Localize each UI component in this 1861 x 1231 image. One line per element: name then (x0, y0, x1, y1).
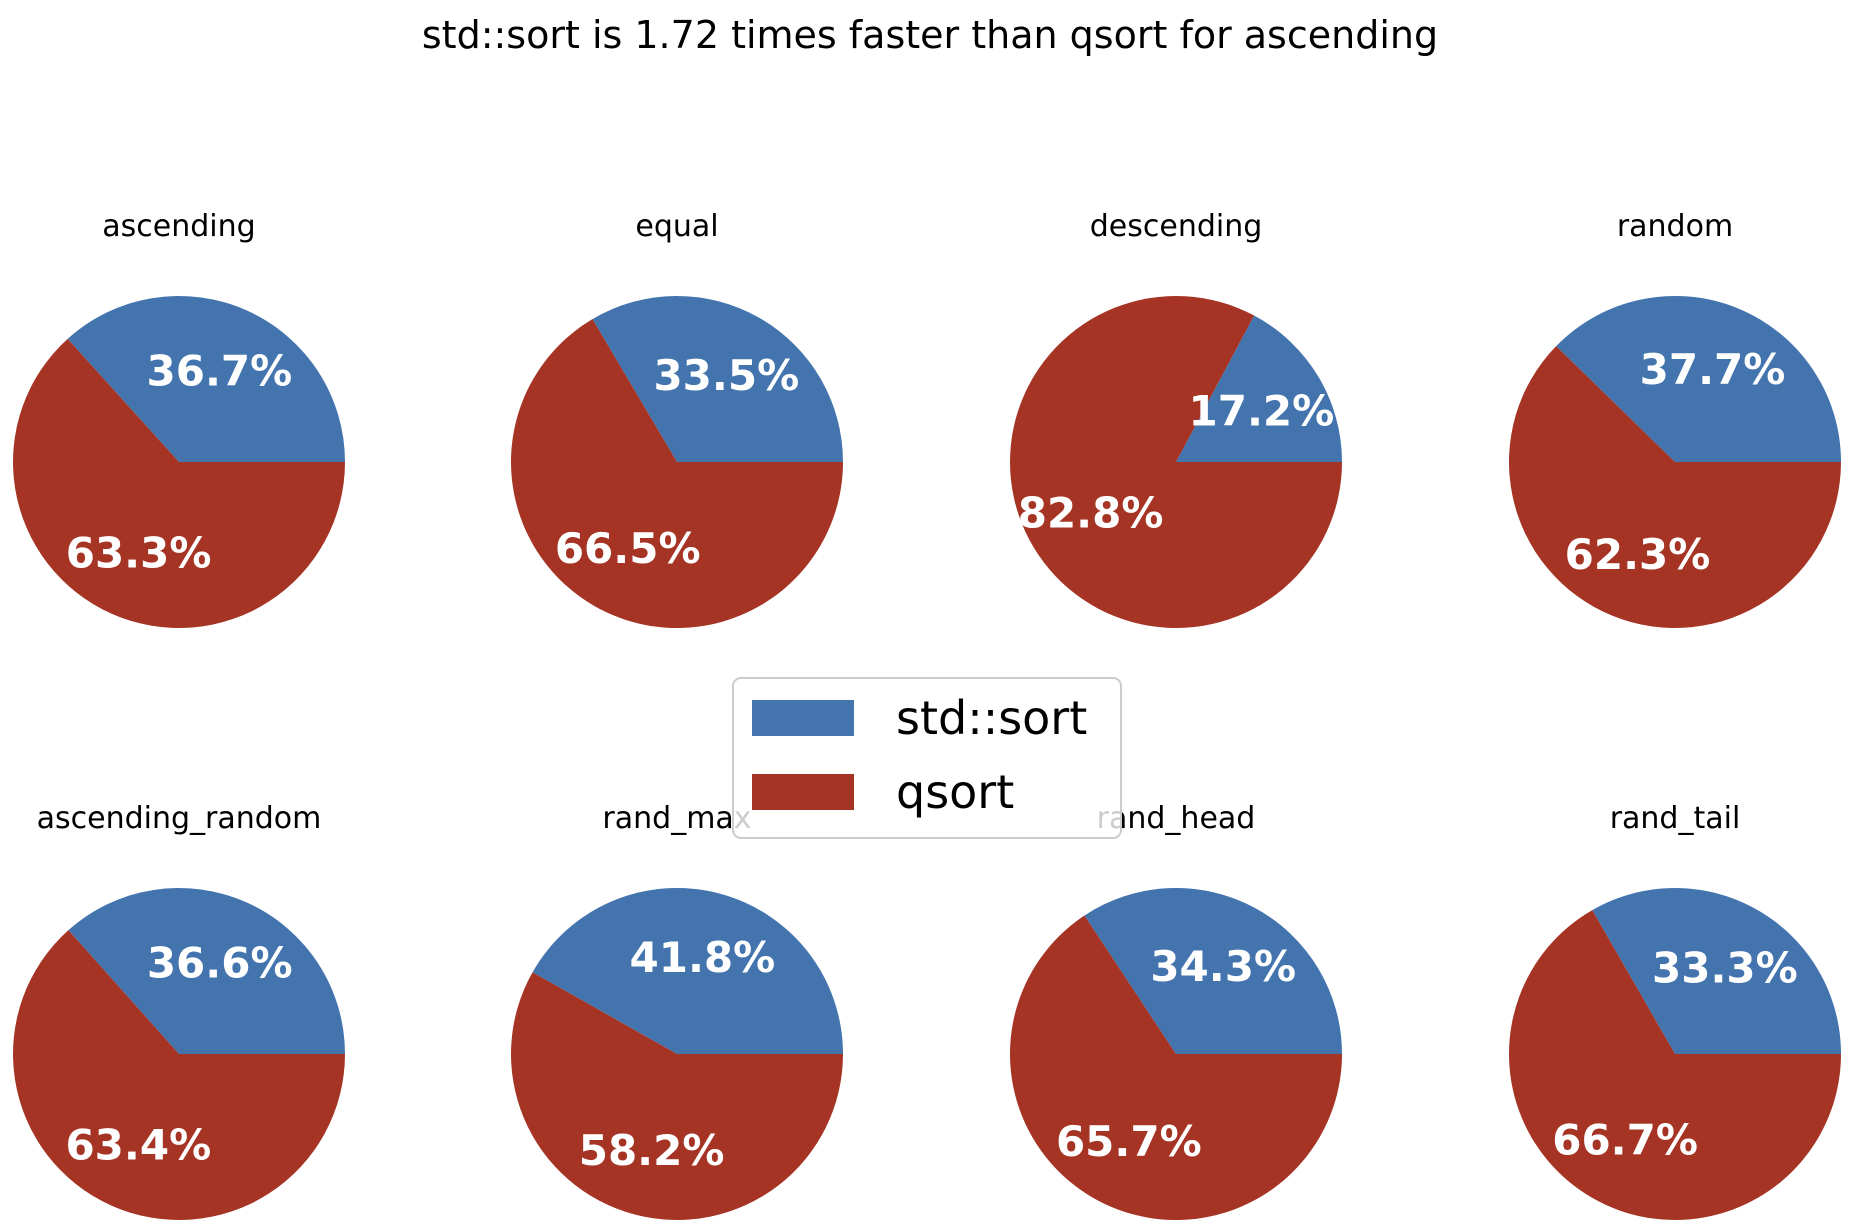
pie-title-rand-max: rand_max (602, 801, 751, 836)
wedge-ascending-random-std-sort (68, 887, 345, 1054)
pie-rand-head: rand_head 34.3% 65.7% (1010, 801, 1342, 1220)
chart-title: std::sort is 1.72 times faster than qsor… (422, 13, 1438, 57)
pie-rand-max: rand_max 41.8% 58.2% (511, 801, 843, 1221)
pct-label-rand-tail-std-sort: 33.3% (1652, 943, 1798, 992)
pie-random: random 37.7% 62.3% (1508, 209, 1841, 628)
wedge-ascending-std-sort (67, 296, 346, 462)
wedge-rand-tail-qsort (1508, 910, 1841, 1221)
wedge-random-qsort (1508, 346, 1841, 628)
pct-label-rand-head-qsort: 65.7% (1056, 1117, 1202, 1166)
pct-label-descending-qsort: 82.8% (1018, 489, 1164, 538)
wedge-descending-qsort (1010, 295, 1342, 628)
pct-label-equal-qsort: 66.5% (555, 524, 701, 573)
pie-ascending: ascending 36.7% 63.3% (12, 209, 346, 629)
pct-label-descending-std-sort: 17.2% (1189, 386, 1335, 435)
pct-label-ascending-random-std-sort: 36.6% (147, 939, 293, 988)
pie-title-equal: equal (635, 209, 718, 244)
pct-label-rand-max-qsort: 58.2% (579, 1126, 725, 1175)
pie-rand-tail: rand_tail 33.3% 66.7% (1508, 801, 1841, 1221)
wedge-ascending-random-qsort (12, 930, 346, 1220)
wedge-ascending-qsort (12, 338, 345, 629)
pct-label-ascending-random-qsort: 63.4% (65, 1120, 211, 1169)
legend-swatch-qsort (752, 774, 854, 810)
wedge-equal-std-sort (592, 296, 843, 462)
pie-title-ascending-random: ascending_random (37, 801, 322, 836)
pie-ascending-random: ascending_random 36.6% 63.4% (12, 801, 346, 1220)
wedge-rand-max-std-sort (532, 888, 843, 1054)
legend-swatch-std-sort (752, 700, 854, 736)
wedge-descending-std-sort (1176, 315, 1342, 462)
pie-title-descending: descending (1090, 209, 1263, 244)
pct-label-rand-head-std-sort: 34.3% (1150, 942, 1296, 991)
pct-label-ascending-qsort: 63.3% (66, 529, 212, 578)
pie-descending: descending 17.2% 82.8% (1010, 209, 1342, 628)
pie-equal: equal 33.5% 66.5% (510, 209, 843, 629)
wedge-rand-max-qsort (511, 972, 843, 1221)
pie-title-rand-head: rand_head (1097, 801, 1256, 836)
wedge-rand-head-std-sort (1084, 887, 1342, 1054)
wedge-random-std-sort (1556, 295, 1841, 462)
legend-label-qsort: qsort (896, 765, 1014, 819)
pie-title-random: random (1617, 209, 1733, 244)
pct-label-rand-tail-qsort: 66.7% (1552, 1116, 1698, 1165)
pie-title-rand-tail: rand_tail (1610, 801, 1741, 836)
pct-label-random-std-sort: 37.7% (1640, 345, 1786, 394)
pct-label-equal-std-sort: 33.5% (653, 351, 799, 400)
wedge-rand-head-qsort (1010, 915, 1342, 1220)
pie-grid: ascending 36.7% 63.3% equal 33.5% 66.5% descen… (12, 209, 1841, 1221)
wedge-equal-qsort (510, 319, 843, 629)
pct-label-random-qsort: 62.3% (1565, 530, 1711, 579)
pct-label-ascending-std-sort: 36.7% (147, 347, 293, 396)
wedge-rand-tail-std-sort (1592, 888, 1841, 1054)
legend-label-std-sort: std::sort (896, 691, 1087, 745)
pie-title-ascending: ascending (102, 209, 255, 244)
pct-label-rand-max-std-sort: 41.8% (630, 933, 776, 982)
